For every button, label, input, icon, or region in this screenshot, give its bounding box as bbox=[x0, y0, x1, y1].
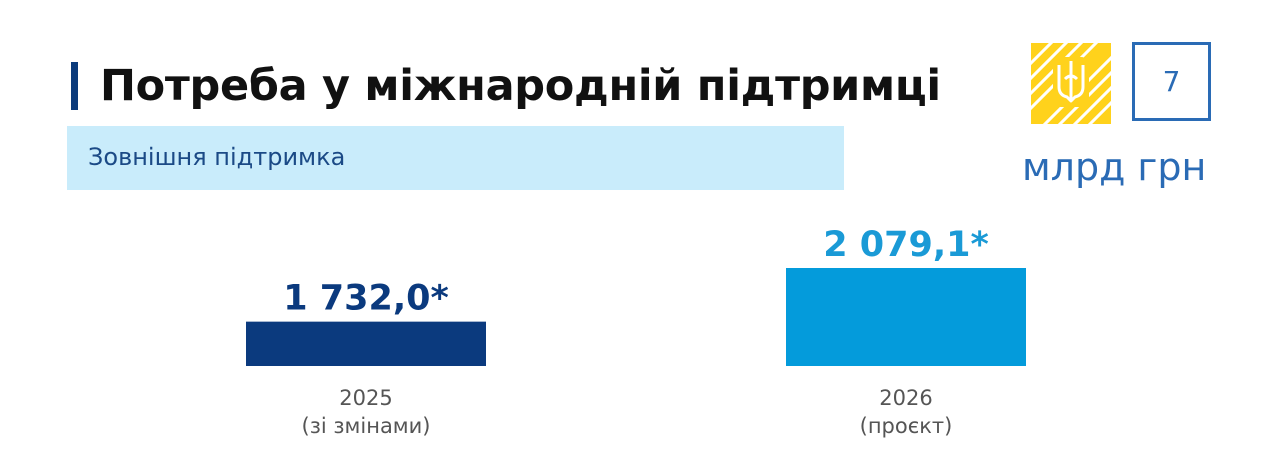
page-number-badge: 7 bbox=[1132, 42, 1211, 121]
value-label-2026: 2 079,1* bbox=[823, 225, 989, 265]
bar-2026 bbox=[786, 268, 1026, 366]
section-label: Зовнішня підтримка bbox=[88, 143, 346, 171]
trident-emblem-icon bbox=[1031, 43, 1111, 124]
page-number: 7 bbox=[1162, 65, 1181, 98]
value-label-2025: 1 732,0* bbox=[283, 279, 449, 319]
category-note-2025: (зі змінами) bbox=[302, 414, 431, 438]
page-title: Потреба у міжнародній підтримці bbox=[100, 61, 941, 111]
category-year-2025: 2025 bbox=[339, 386, 392, 410]
category-note-2026: (проєкт) bbox=[860, 414, 953, 438]
bar-2025 bbox=[246, 321, 486, 366]
title-accent-bar bbox=[71, 62, 78, 110]
category-year-2026: 2026 bbox=[879, 386, 932, 410]
unit-label: млрд грн bbox=[1022, 145, 1207, 189]
section-banner bbox=[67, 126, 844, 190]
